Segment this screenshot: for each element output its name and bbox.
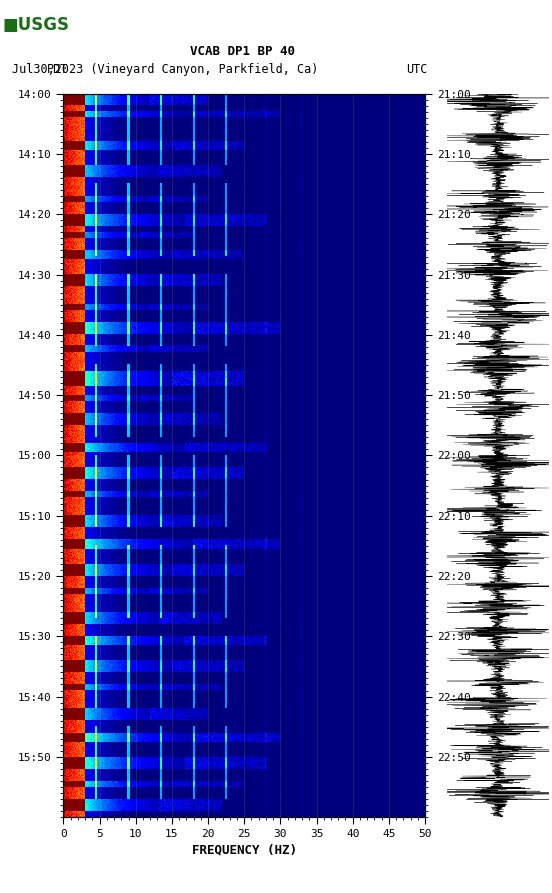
X-axis label: FREQUENCY (HZ): FREQUENCY (HZ) [192,843,297,856]
Text: Jul30,2023 (Vineyard Canyon, Parkfield, Ca): Jul30,2023 (Vineyard Canyon, Parkfield, … [12,63,319,76]
Text: ■USGS: ■USGS [3,15,70,34]
Text: VCAB DP1 BP 40: VCAB DP1 BP 40 [190,46,295,58]
Text: PDT: PDT [47,63,68,76]
Text: UTC: UTC [406,63,427,76]
